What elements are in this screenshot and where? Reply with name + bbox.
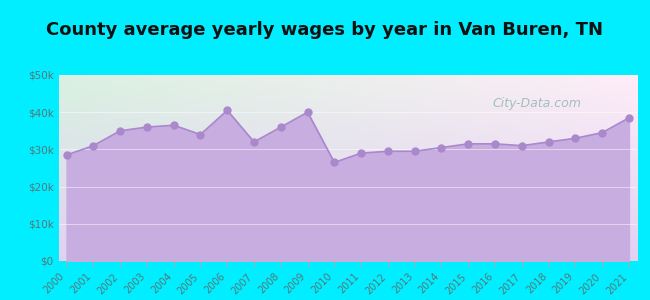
Point [115, 128, 125, 133]
Point [543, 140, 554, 144]
Point [410, 149, 420, 154]
Point [276, 125, 286, 130]
Point [517, 143, 527, 148]
Point [383, 149, 393, 154]
Point [597, 130, 607, 135]
Point [570, 136, 580, 141]
Point [436, 145, 447, 150]
Point [61, 153, 72, 158]
Point [88, 143, 99, 148]
Point [222, 108, 233, 113]
Text: County average yearly wages by year in Van Buren, TN: County average yearly wages by year in V… [47, 21, 603, 39]
Point [463, 141, 473, 146]
Point [329, 160, 339, 165]
Text: City-Data.com: City-Data.com [493, 97, 581, 110]
Point [195, 132, 205, 137]
Point [356, 151, 367, 155]
Point [490, 141, 501, 146]
Point [142, 125, 152, 130]
Point [302, 110, 313, 115]
Point [249, 140, 259, 144]
Point [168, 123, 179, 128]
Point [624, 116, 634, 120]
